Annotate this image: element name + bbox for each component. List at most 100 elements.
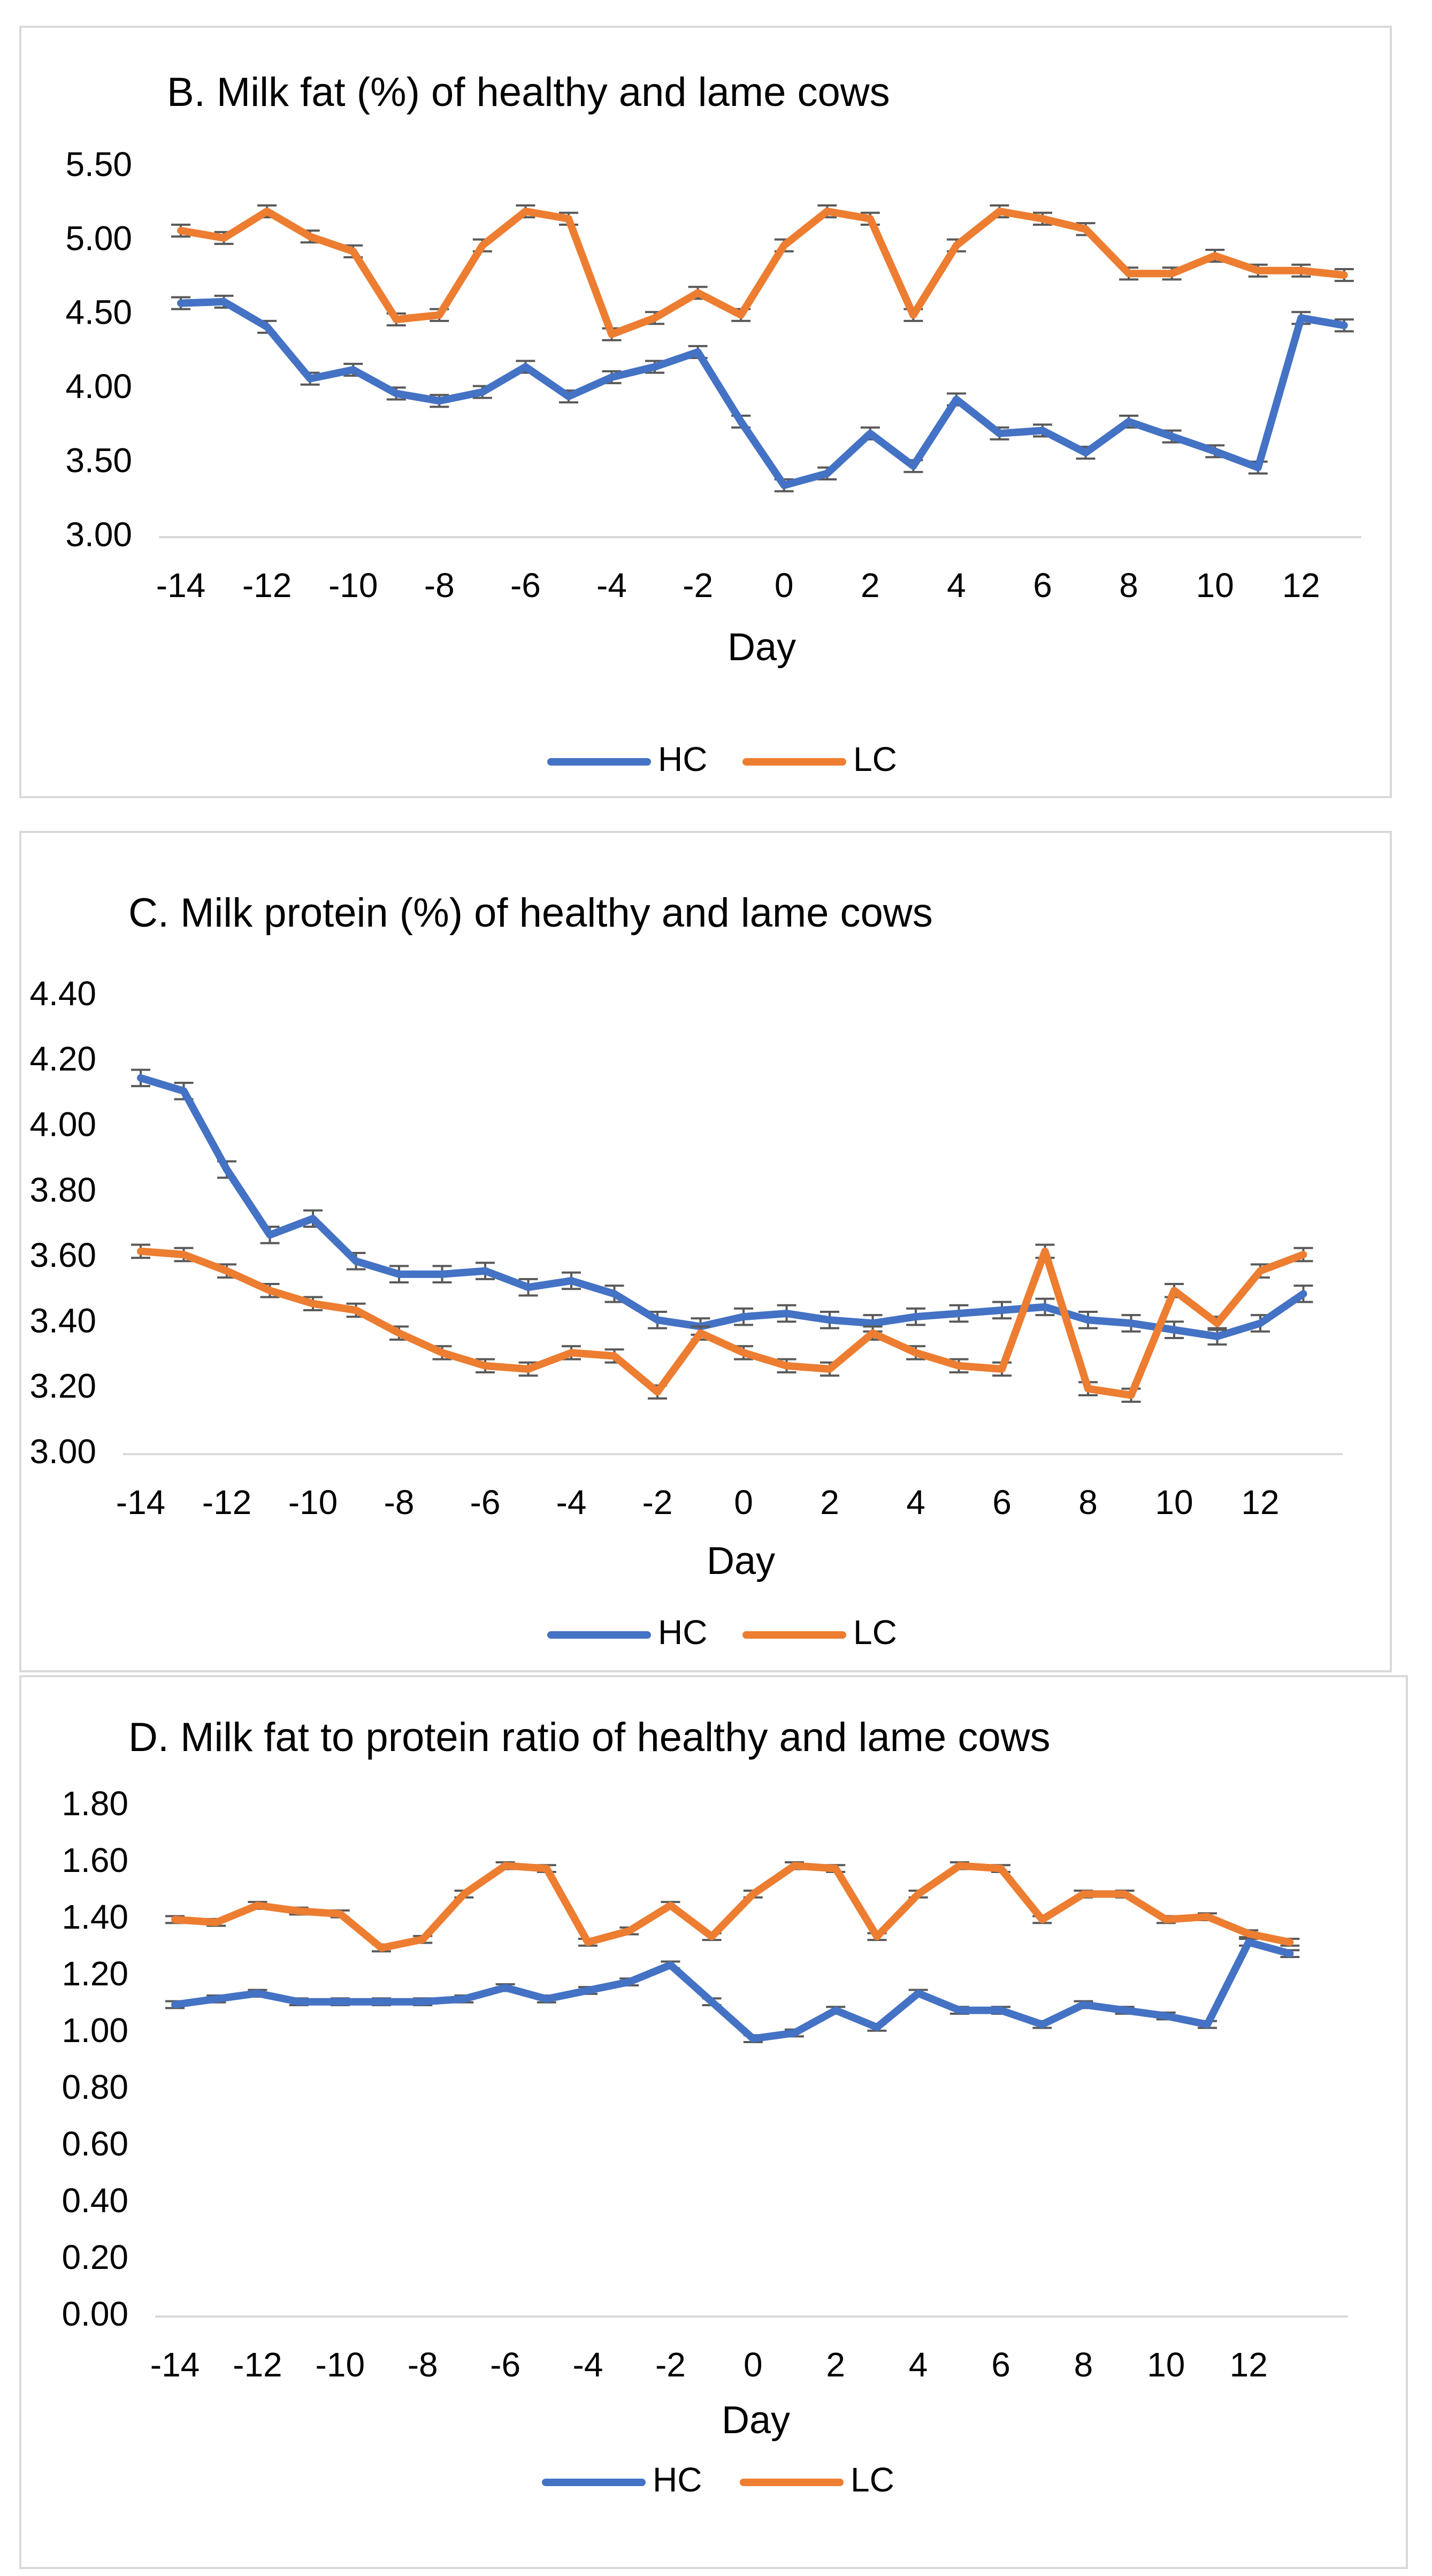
- data-point: [998, 1866, 1004, 1872]
- legend: HC LC: [547, 740, 897, 778]
- data-point: [611, 1353, 618, 1359]
- data-point: [254, 1902, 261, 1909]
- data-point: [915, 1891, 922, 1897]
- x-tick-label: -4: [573, 2345, 603, 2384]
- data-point: [1245, 1939, 1252, 1945]
- data-point: [1122, 2007, 1128, 2014]
- x-tick-label: 10: [1147, 2345, 1185, 2384]
- data-point: [1125, 270, 1132, 277]
- data-point: [1298, 315, 1304, 321]
- data-point: [296, 1999, 302, 2005]
- data-point: [698, 1330, 704, 1336]
- data-point: [695, 289, 701, 296]
- x-tick-label: -10: [316, 2345, 365, 2384]
- data-point: [1171, 1327, 1177, 1333]
- data-point: [181, 1251, 187, 1258]
- data-point: [626, 1928, 632, 1934]
- x-tick-label: -6: [470, 1483, 501, 1522]
- data-point: [874, 1933, 880, 1940]
- data-point: [999, 1366, 1005, 1372]
- data-point: [482, 1363, 488, 1369]
- data-point: [1204, 1914, 1211, 1920]
- data-point: [396, 1271, 402, 1278]
- series-lc: [171, 204, 1354, 341]
- legend: HC LC: [542, 2460, 894, 2499]
- series-line: [171, 1862, 1294, 1952]
- chart-panel-1: B. Milk fat (%) of healthy and lame cows…: [19, 26, 1392, 798]
- data-point: [1286, 1939, 1293, 1945]
- data-point: [181, 1088, 187, 1094]
- data-point: [1214, 1320, 1221, 1326]
- data-point: [396, 1330, 402, 1336]
- data-point: [832, 2007, 839, 2014]
- data-point: [956, 1862, 963, 1869]
- x-tick-label: 4: [947, 566, 966, 605]
- y-tick-label: 3.80: [29, 1171, 96, 1209]
- data-point: [213, 1919, 219, 1925]
- data-point: [1080, 2001, 1086, 2008]
- data-point: [353, 1307, 359, 1313]
- data-point: [1257, 1320, 1263, 1326]
- data-point: [522, 364, 529, 370]
- data-point: [652, 364, 658, 370]
- data-point: [172, 1916, 178, 1923]
- data-point: [996, 430, 1002, 437]
- data-point: [1039, 427, 1046, 434]
- x-tick-label: -4: [556, 1483, 587, 1522]
- data-point: [568, 1278, 575, 1284]
- series-hc: [131, 1068, 1313, 1346]
- y-tick-label: 0.00: [62, 2295, 128, 2333]
- legend-item-hc: HC: [542, 2460, 702, 2499]
- data-point: [956, 1310, 962, 1317]
- data-point: [1257, 1268, 1263, 1274]
- legend-item-hc: HC: [547, 740, 707, 778]
- data-point: [378, 1945, 385, 1951]
- legend-item-lc: LC: [742, 1613, 897, 1652]
- data-point: [419, 1999, 426, 2005]
- x-tick-label: -12: [233, 2345, 282, 2384]
- y-tick-label: 4.50: [65, 293, 132, 332]
- x-tick-label: 2: [826, 2345, 845, 2384]
- data-point: [565, 216, 572, 222]
- data-point: [611, 1290, 618, 1297]
- data-point: [654, 1317, 661, 1323]
- data-point: [998, 2007, 1004, 2014]
- data-point: [1286, 1951, 1293, 1957]
- series-line: [177, 297, 1348, 490]
- data-point: [543, 1866, 550, 1872]
- data-point: [910, 463, 916, 469]
- data-point: [419, 1936, 426, 1943]
- data-point: [543, 1996, 550, 2002]
- x-tick-label: -4: [596, 566, 627, 605]
- data-point: [224, 1166, 230, 1173]
- data-point: [254, 1990, 261, 1997]
- x-tick-label: 12: [1230, 2345, 1268, 2384]
- x-tick-label: 2: [820, 1483, 839, 1522]
- legend-label: HC: [658, 740, 707, 778]
- data-point: [1128, 1320, 1135, 1326]
- data-point: [264, 208, 270, 215]
- legend: HC LC: [547, 1613, 897, 1652]
- data-point: [695, 349, 701, 355]
- data-point: [1212, 448, 1218, 454]
- legend-item-hc: HC: [547, 1613, 707, 1652]
- data-point: [307, 376, 313, 382]
- x-tick-label: -8: [384, 1483, 415, 1522]
- x-tick-label: -6: [510, 566, 541, 605]
- data-point: [709, 1933, 715, 1940]
- data-point: [874, 2024, 880, 2030]
- data-point: [652, 315, 658, 321]
- data-point: [1171, 1287, 1177, 1294]
- data-point: [609, 374, 615, 380]
- data-point: [568, 1349, 575, 1356]
- x-axis-label: Day: [707, 1540, 775, 1583]
- x-tick-label: 8: [1119, 566, 1138, 605]
- y-tick-label: 3.60: [29, 1236, 96, 1274]
- y-tick-label: 4.20: [29, 1039, 96, 1078]
- data-point: [1169, 270, 1175, 277]
- x-tick-label: -10: [288, 1483, 338, 1522]
- y-tick-label: 5.50: [65, 145, 132, 184]
- data-point: [667, 1902, 673, 1909]
- y-tick-label: 3.00: [65, 515, 132, 554]
- data-point: [1163, 1916, 1169, 1923]
